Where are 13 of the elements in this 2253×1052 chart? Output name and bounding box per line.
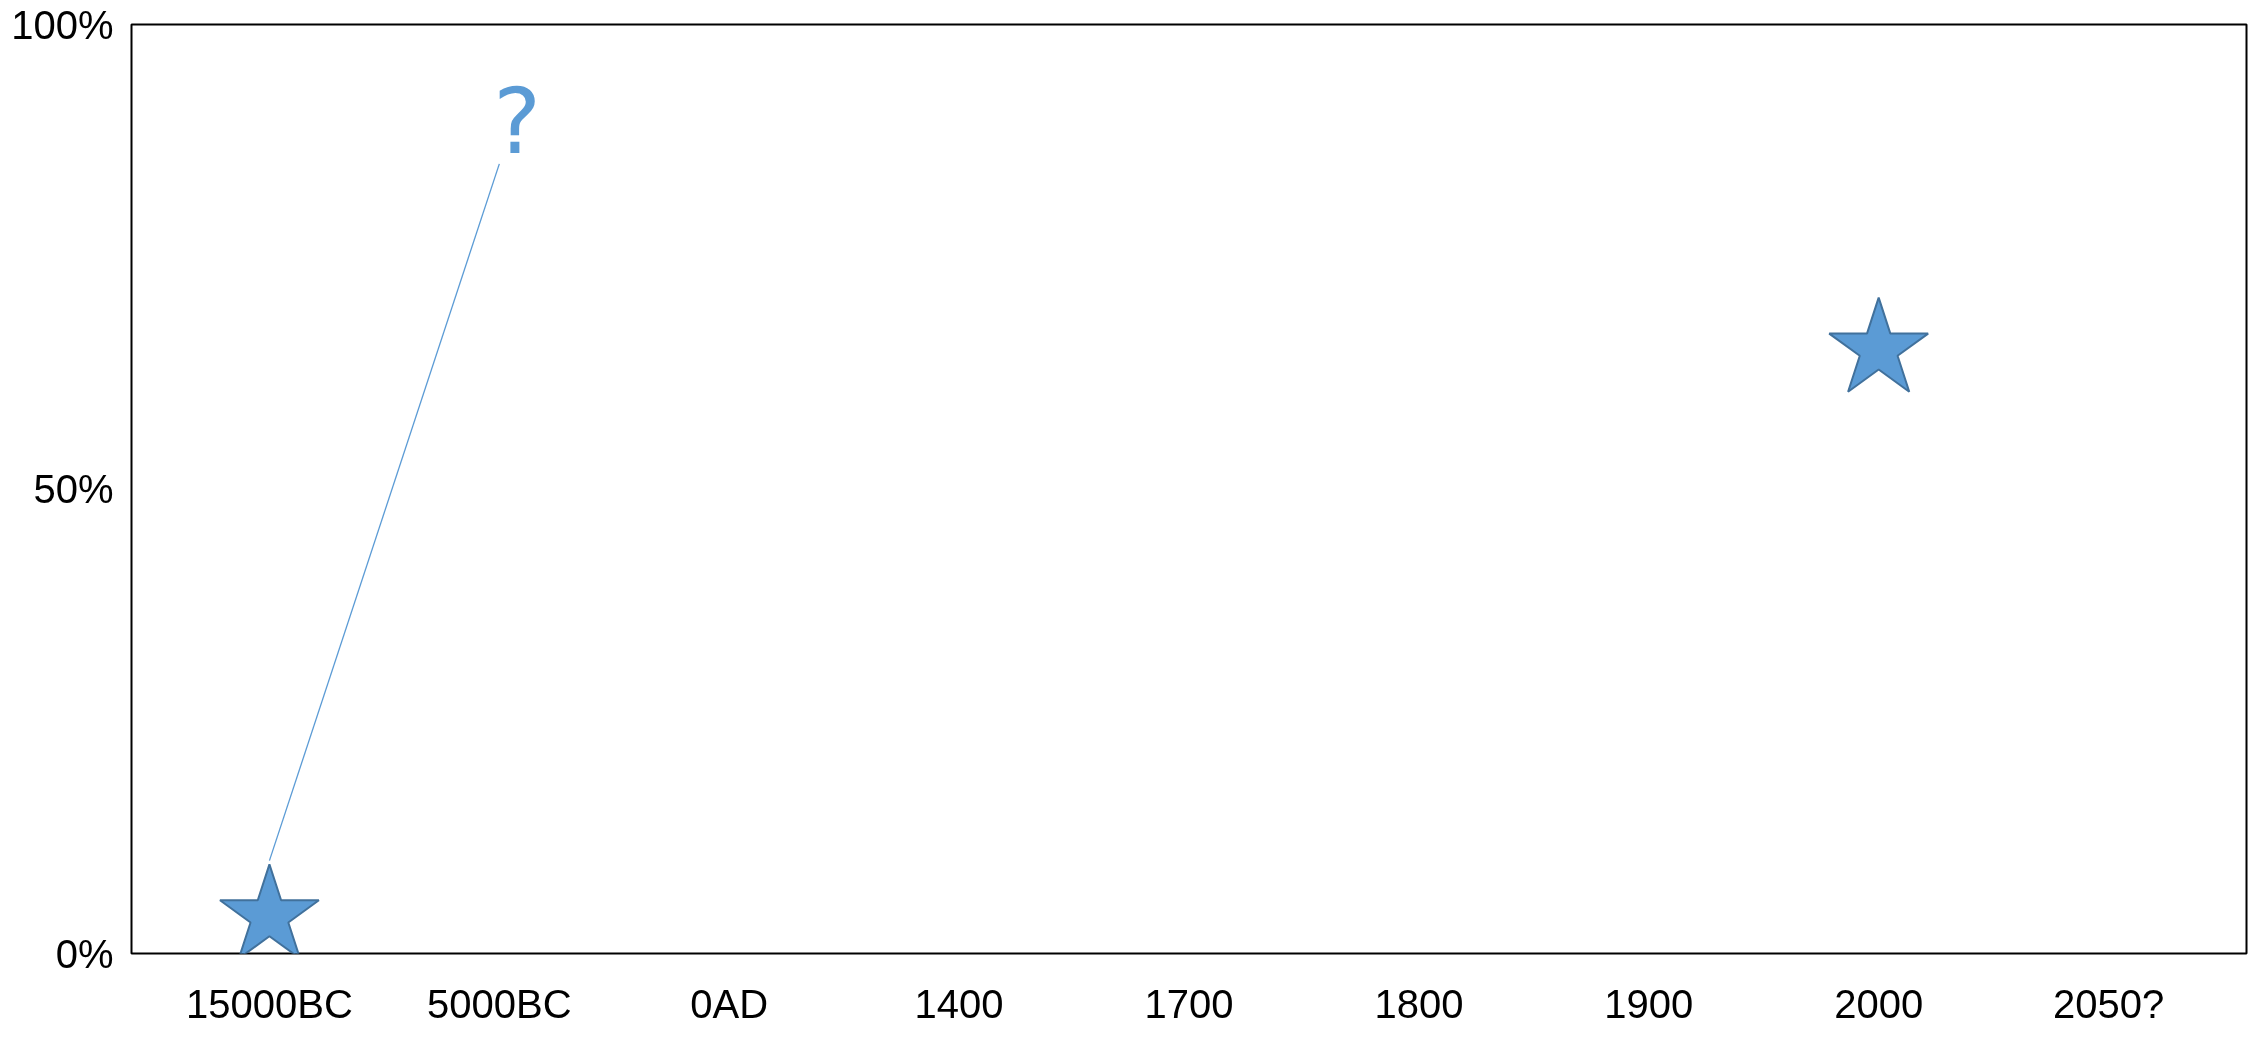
x-tick-label: 2000	[1834, 981, 1924, 1026]
data-label: ?	[493, 68, 542, 174]
x-tick-label: 1400	[914, 981, 1004, 1026]
x-tick-label: 0AD	[690, 981, 769, 1026]
x-tick-label: 5000BC	[427, 981, 572, 1026]
x-tick-label: 15000BC	[186, 981, 353, 1026]
y-tick-label: 100%	[11, 2, 114, 47]
x-tick-label: 1700	[1144, 981, 1234, 1026]
x-tick-label: 2050?	[2052, 981, 2165, 1026]
x-tick-label: 1800	[1374, 981, 1464, 1026]
y-tick-label: 0%	[55, 931, 114, 976]
x-tick-label: 1900	[1604, 981, 1694, 1026]
y-tick-label: 50%	[33, 467, 114, 511]
